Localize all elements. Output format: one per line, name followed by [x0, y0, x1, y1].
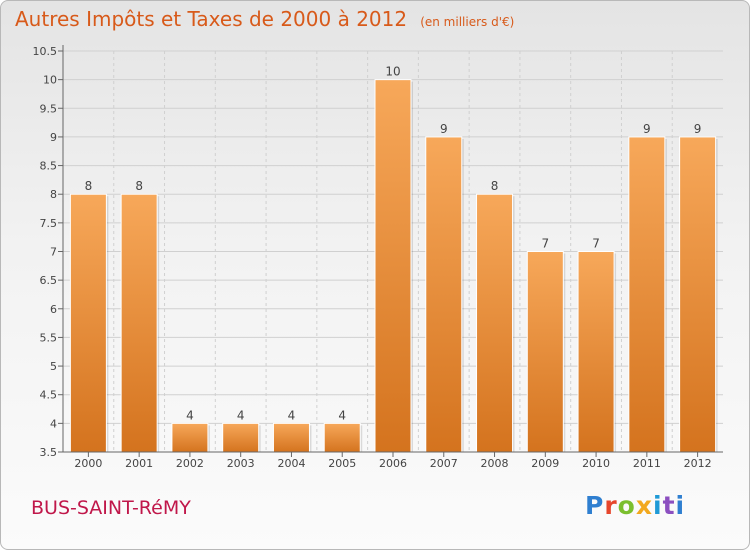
logo-letter: o [617, 491, 636, 520]
data-label: 8 [85, 179, 93, 193]
bar [628, 136, 666, 453]
y-tick-label: 6.5 [40, 274, 58, 287]
bar [374, 79, 412, 453]
bar [526, 251, 564, 453]
data-label: 7 [592, 237, 600, 251]
y-tick-label: 10 [43, 74, 57, 87]
bar [120, 193, 158, 453]
bar [171, 422, 209, 453]
data-label: 9 [440, 122, 448, 136]
bar [679, 136, 717, 453]
bars [69, 79, 718, 453]
bar [69, 193, 107, 453]
bar [222, 422, 260, 453]
proxiti-logo[interactable]: Proxiti [585, 491, 685, 520]
y-tick-label: 3.5 [40, 446, 58, 459]
chart-title-line: Autres Impôts et Taxes de 2000 à 2012 (e… [15, 7, 514, 31]
data-label: 10 [385, 65, 400, 79]
logo-letter: t [662, 491, 676, 520]
x-tick-label: 2011 [633, 457, 661, 470]
logo-letter: P [585, 491, 605, 520]
x-tick-label: 2002 [176, 457, 204, 470]
bar [272, 422, 310, 453]
axes [58, 45, 723, 457]
y-tick-label: 8.5 [40, 160, 58, 173]
x-tick-label: 2001 [125, 457, 153, 470]
labels: 3.5 4 4.5 5 5.5 6 6.5 7 7.5 8 8.5 9 9.5 10 10.5 8 2000 8 2… [33, 45, 712, 470]
x-tick-label: 2007 [430, 457, 458, 470]
bar [425, 136, 463, 453]
x-tick-label: 2005 [328, 457, 356, 470]
x-tick-label: 2006 [379, 457, 407, 470]
bar [577, 251, 615, 453]
logo-letter: r [604, 491, 618, 520]
x-tick-label: 2004 [277, 457, 305, 470]
bar [323, 422, 361, 453]
data-label: 9 [694, 122, 702, 136]
y-tick-label: 10.5 [33, 45, 58, 58]
y-tick-label: 9.5 [40, 102, 58, 115]
x-tick-label: 2000 [74, 457, 102, 470]
chart-unit: (en milliers d'€) [420, 15, 515, 29]
y-tick-label: 7 [50, 246, 57, 259]
data-label: 4 [186, 408, 194, 422]
y-tick-label: 7.5 [40, 217, 58, 230]
logo-letter: i [653, 491, 663, 520]
bar [476, 193, 514, 453]
data-label: 8 [135, 179, 143, 193]
y-tick-label: 8 [50, 188, 57, 201]
x-tick-label: 2012 [684, 457, 712, 470]
data-label: 7 [541, 237, 549, 251]
x-tick-label: 2010 [582, 457, 610, 470]
commune-name: BUS-SAINT-RéMY [31, 497, 191, 519]
x-tick-label: 2009 [531, 457, 559, 470]
data-label: 4 [288, 408, 296, 422]
y-tick-label: 4 [50, 417, 57, 430]
x-tick-label: 2003 [227, 457, 255, 470]
data-label: 4 [338, 408, 346, 422]
x-tick-label: 2008 [481, 457, 509, 470]
data-label: 4 [237, 408, 245, 422]
chart-title: Autres Impôts et Taxes de 2000 à 2012 [15, 7, 408, 31]
y-tick-label: 5.5 [40, 331, 58, 344]
logo-letter: i [675, 491, 686, 520]
data-label: 8 [491, 179, 499, 193]
y-tick-label: 4.5 [40, 389, 58, 402]
data-label: 9 [643, 122, 651, 136]
y-tick-label: 5 [50, 360, 57, 373]
y-tick-label: 6 [50, 303, 57, 316]
y-tick-label: 9 [50, 131, 57, 144]
logo-letter: x [635, 491, 653, 520]
